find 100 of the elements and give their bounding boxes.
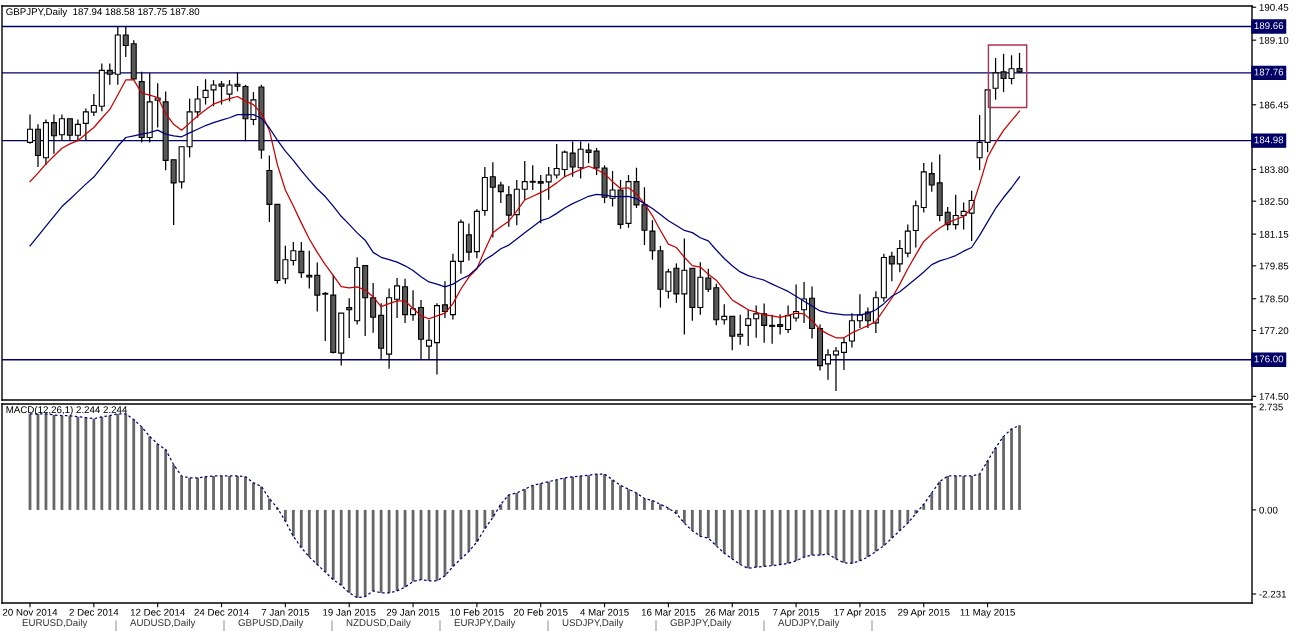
bar	[228, 475, 231, 510]
bar	[523, 489, 527, 510]
bar	[619, 485, 622, 510]
text: NZDUSD,Daily	[346, 618, 411, 628]
bar	[906, 509, 910, 524]
ref-line-label: 176.00	[1254, 355, 1284, 363]
bar	[579, 475, 583, 510]
bar	[355, 509, 359, 598]
candlestick	[465, 222, 472, 262]
x-tick-label: 19 Jan 2015	[323, 608, 376, 616]
bar	[682, 509, 686, 524]
candlestick	[489, 161, 496, 239]
text: EURJPY,Daily	[454, 618, 516, 628]
bar	[722, 509, 726, 554]
candlestick	[705, 268, 712, 293]
bar	[100, 416, 104, 510]
bar	[595, 474, 598, 510]
y-tick-label: 2.735	[1259, 403, 1283, 411]
bar	[571, 476, 575, 510]
candlestick	[753, 304, 760, 339]
y-tick-label: 177.20	[1259, 327, 1289, 335]
y-tick-label: -2.231	[1259, 590, 1287, 598]
bar	[188, 477, 191, 510]
candlestick	[928, 161, 935, 193]
candlestick	[769, 314, 776, 345]
candlestick	[497, 181, 504, 204]
bar	[268, 498, 271, 510]
y-tick-label: 174.50	[1259, 393, 1289, 400]
bar	[212, 475, 215, 510]
candlestick	[441, 280, 448, 319]
bar	[507, 494, 511, 510]
candlestick	[425, 319, 433, 361]
bar	[882, 509, 886, 546]
candlestick	[306, 250, 313, 290]
bar	[954, 475, 958, 510]
bar	[938, 481, 942, 510]
x-tick-label: 10 Feb 2015	[450, 608, 504, 616]
bar	[754, 509, 758, 568]
bar	[164, 449, 168, 510]
candlestick	[66, 118, 73, 142]
x-tick-label: 20 Feb 2015	[513, 608, 568, 616]
bar	[547, 481, 551, 510]
bar	[140, 426, 144, 510]
bar	[1002, 436, 1005, 510]
bar	[307, 509, 311, 558]
x-tick-label: 20 Nov 2014	[2, 608, 58, 616]
bar	[563, 477, 567, 510]
candlestick	[346, 297, 353, 339]
bar	[651, 500, 654, 510]
candlestick	[888, 251, 895, 282]
bar	[1010, 428, 1013, 510]
candlestick	[521, 160, 528, 201]
bar	[148, 436, 152, 510]
bar	[898, 509, 902, 531]
candlestick	[745, 309, 752, 347]
bar	[204, 476, 207, 510]
bar	[762, 509, 766, 567]
x-tick-label: 7 Jan 2015	[261, 608, 310, 616]
ref-line-label: 184.98	[1254, 136, 1284, 144]
candlestick	[505, 185, 512, 228]
bar	[236, 475, 239, 510]
bar	[172, 464, 176, 510]
bar	[555, 479, 559, 510]
bar	[746, 509, 750, 569]
candlestick	[298, 241, 305, 279]
bar	[962, 475, 966, 510]
candlestick	[824, 348, 832, 381]
y-tick-label: 190.45	[1259, 3, 1289, 11]
bar	[363, 509, 367, 597]
bar	[132, 419, 136, 510]
candlestick	[26, 113, 34, 145]
text: GBPJPY,Daily	[670, 618, 732, 628]
bar	[587, 475, 590, 510]
bar	[531, 485, 535, 510]
bar	[244, 476, 247, 510]
bar	[379, 509, 383, 593]
bar	[347, 509, 351, 593]
bar	[291, 509, 295, 537]
candlestick	[314, 261, 321, 313]
bar	[283, 509, 287, 522]
bar	[698, 509, 702, 537]
candlestick	[58, 113, 65, 142]
ref-line-label: 187.76	[1254, 68, 1284, 76]
chart-title: MACD(12,26,1) 2.244 2.244	[6, 405, 128, 416]
bar	[260, 486, 263, 510]
chart-title: GBPJPY,Daily 187.94 188.58 187.75 187.80	[6, 7, 200, 18]
candlestick	[90, 93, 97, 117]
candlestick	[545, 166, 552, 201]
candlestick	[777, 313, 784, 336]
bar	[874, 509, 878, 552]
bar	[252, 482, 255, 510]
bar	[299, 509, 303, 548]
x-tick-label: 11 May 2015	[960, 608, 1015, 618]
bar	[124, 413, 128, 510]
bar	[778, 509, 782, 565]
candlestick	[290, 241, 297, 267]
bar	[371, 509, 375, 591]
candlestick	[848, 312, 855, 349]
text: GBPUSD,Daily	[238, 618, 304, 628]
text: AUDUSD,Daily	[130, 618, 196, 628]
